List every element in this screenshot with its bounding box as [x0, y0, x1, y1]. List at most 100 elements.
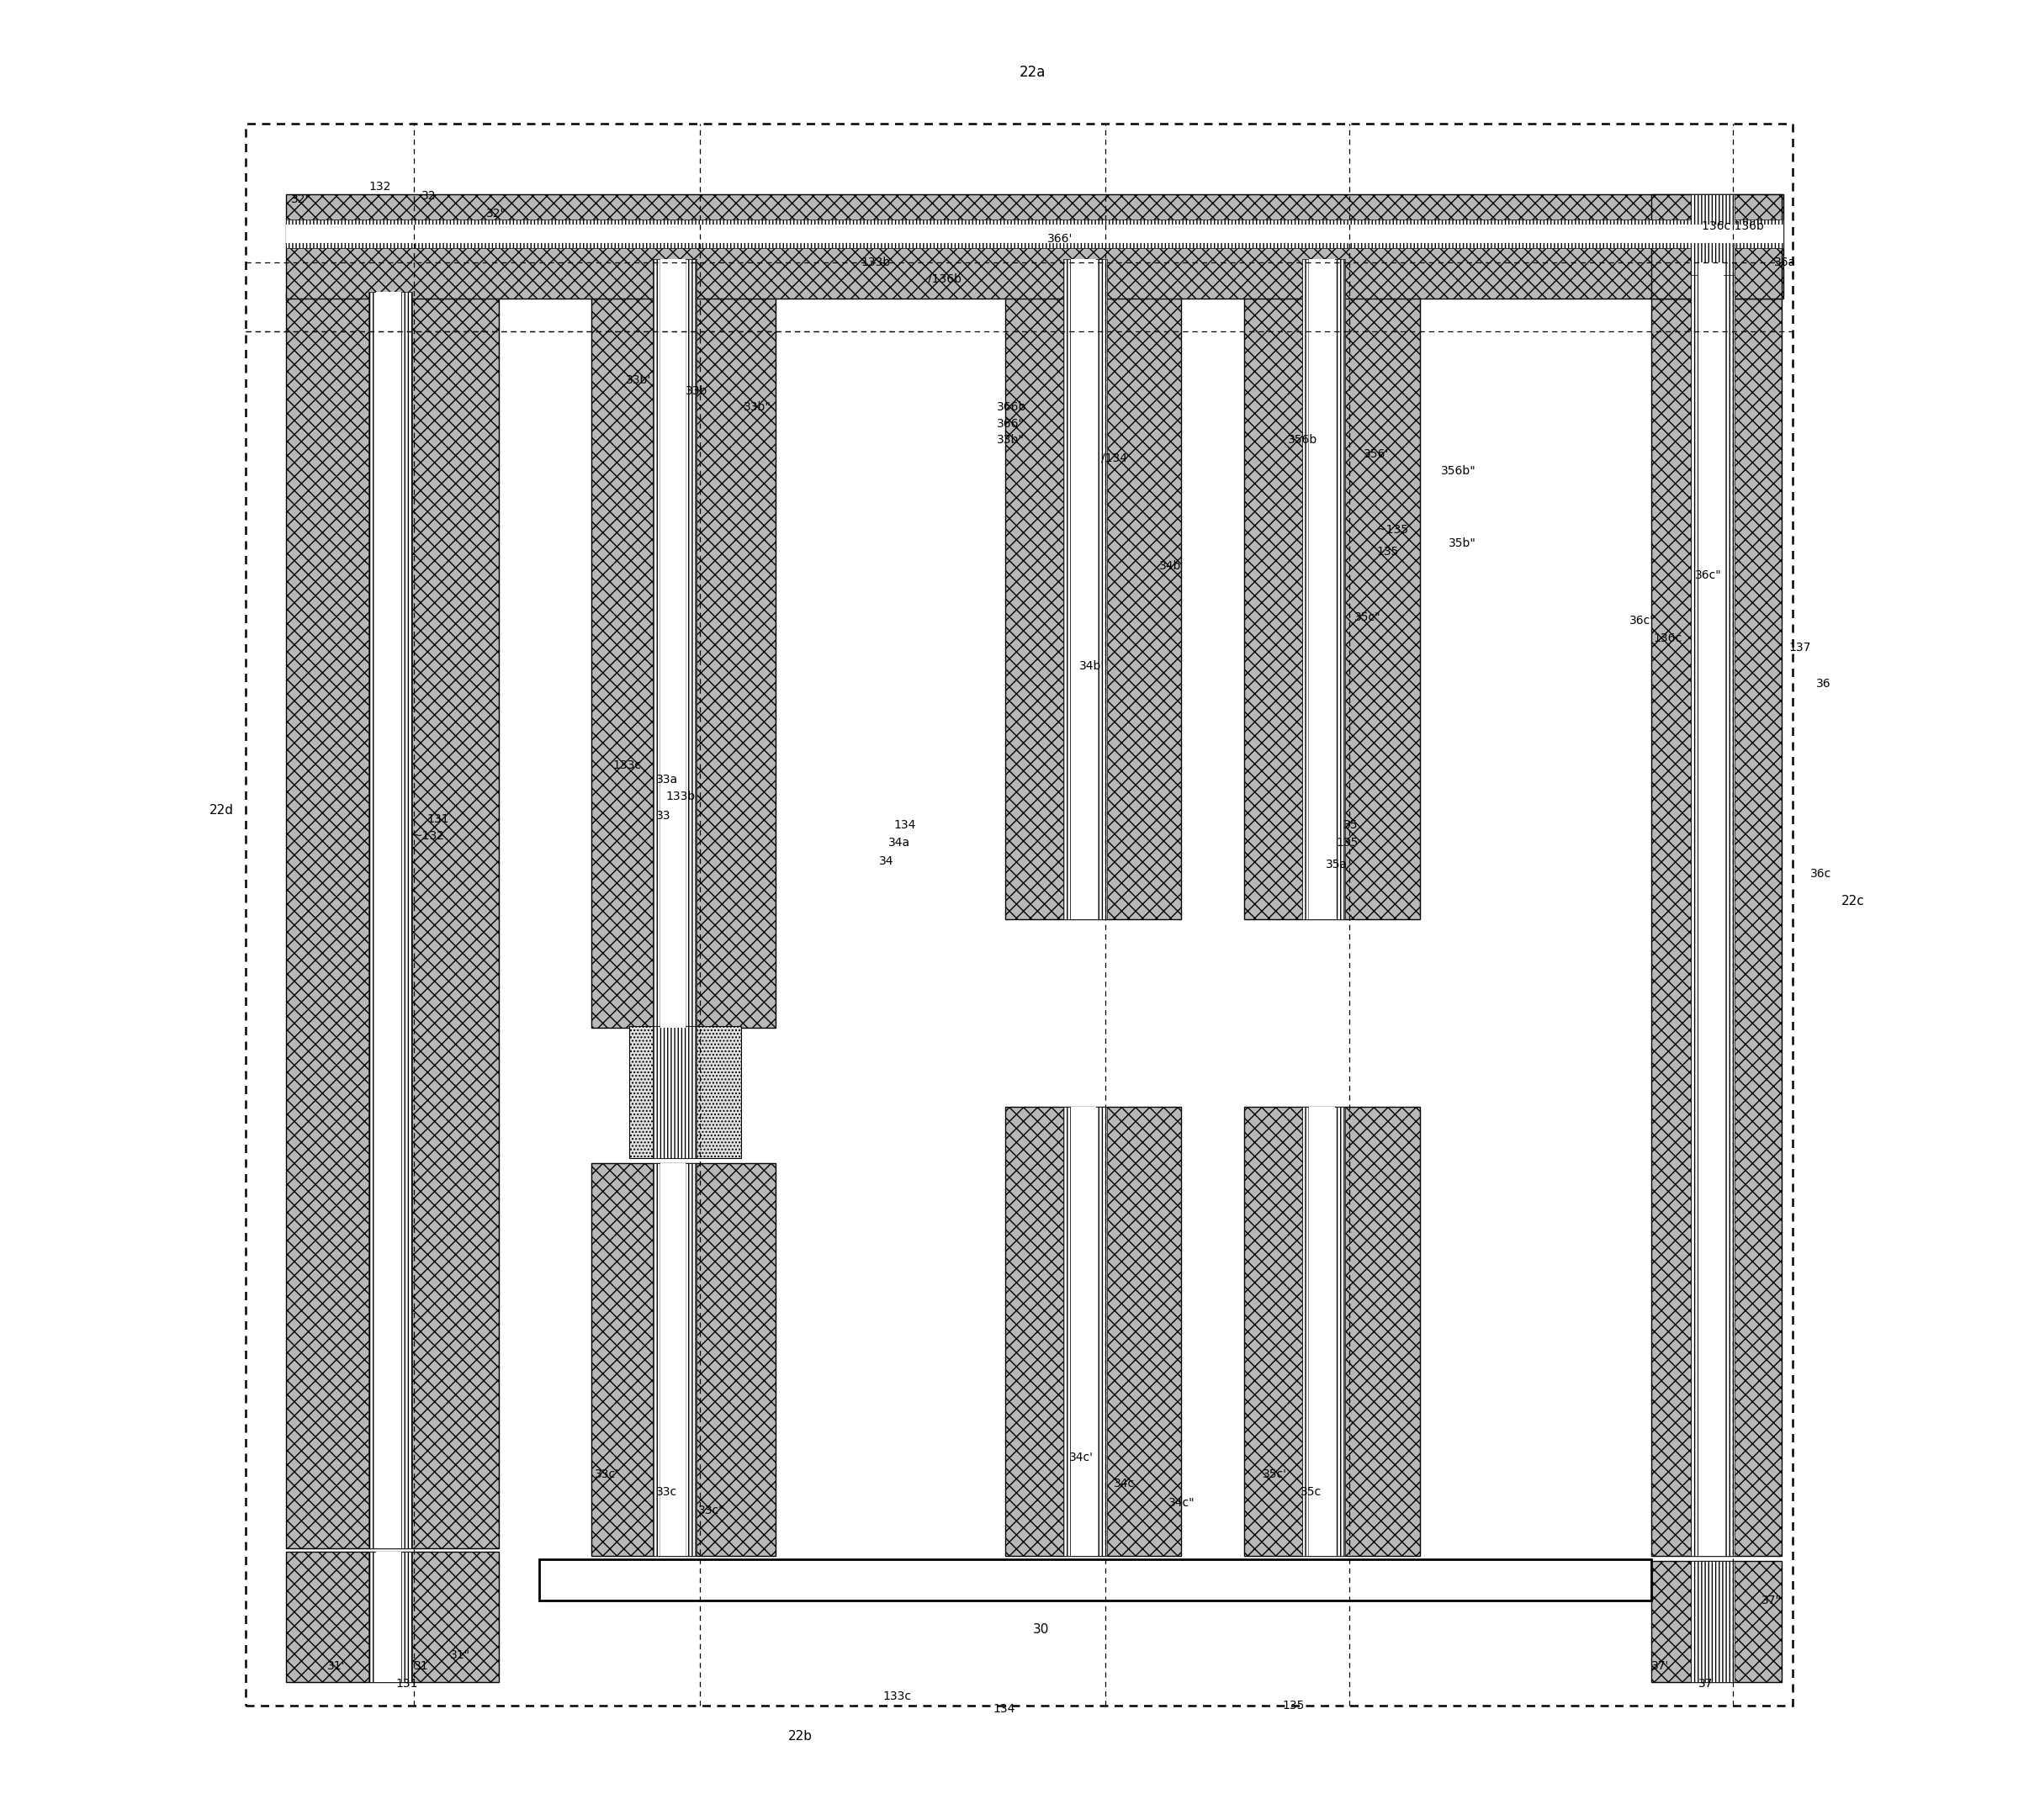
Text: 34: 34 — [879, 855, 893, 866]
Bar — [286, 224, 1783, 242]
Text: 34c': 34c' — [1069, 1452, 1094, 1463]
Text: ~132: ~132 — [412, 830, 444, 841]
Bar — [1244, 1107, 1420, 1556]
Text: 35c': 35c' — [1262, 1469, 1286, 1480]
Text: 34b': 34b' — [1079, 661, 1106, 672]
Text: 35b": 35b" — [1449, 537, 1477, 550]
Bar — [659, 1163, 686, 1556]
Text: 135: 135 — [1376, 546, 1398, 559]
Text: 33c': 33c' — [594, 1469, 619, 1480]
Text: 133b: 133b — [666, 790, 696, 803]
Bar — [1303, 1107, 1345, 1556]
Text: 36c': 36c' — [1629, 615, 1654, 626]
Bar — [653, 1026, 696, 1158]
Text: 135: 135 — [1282, 1700, 1305, 1711]
Text: 32': 32' — [290, 193, 308, 206]
Text: 133b: 133b — [860, 257, 891, 269]
Text: 33b": 33b" — [743, 402, 771, 413]
Text: 36c": 36c" — [1694, 570, 1721, 581]
Bar — [1244, 258, 1420, 919]
Text: 136c 136b: 136c 136b — [1702, 220, 1763, 233]
Text: 33b: 33b — [686, 386, 708, 397]
Text: 33b': 33b' — [625, 375, 651, 386]
Bar — [375, 291, 402, 1549]
Text: 33c": 33c" — [698, 1505, 724, 1516]
Text: 37': 37' — [1652, 1660, 1670, 1673]
Text: 22a: 22a — [1019, 66, 1045, 80]
Text: /136b: /136b — [927, 273, 962, 284]
Bar — [369, 1552, 412, 1682]
Text: 31: 31 — [414, 1660, 428, 1673]
Bar — [659, 258, 686, 1028]
Bar — [1690, 1562, 1735, 1682]
Text: 131: 131 — [396, 1678, 418, 1689]
Text: 134: 134 — [893, 819, 915, 832]
Text: 137: 137 — [1790, 642, 1810, 653]
Text: 134: 134 — [992, 1704, 1014, 1714]
Text: 34c: 34c — [1114, 1478, 1134, 1489]
Text: 356b": 356b" — [1441, 464, 1477, 477]
Bar — [1063, 1107, 1106, 1556]
Text: ~135: ~135 — [1376, 524, 1408, 537]
Text: 135: 135 — [1337, 837, 1359, 848]
Text: 33: 33 — [655, 810, 672, 823]
Text: 32": 32" — [487, 207, 507, 220]
Bar — [629, 1026, 741, 1158]
Text: 36: 36 — [1816, 679, 1830, 690]
Bar — [1698, 262, 1723, 1556]
Text: 33b": 33b" — [996, 433, 1025, 446]
Bar — [1071, 1107, 1096, 1556]
Bar — [1006, 1107, 1181, 1556]
Bar — [1006, 258, 1181, 919]
Text: 37: 37 — [1698, 1678, 1712, 1689]
Text: 366b: 366b — [996, 402, 1027, 413]
Bar — [286, 218, 1783, 248]
Text: 136c: 136c — [1654, 633, 1682, 644]
Bar — [653, 1163, 696, 1556]
Text: 35a: 35a — [1325, 859, 1347, 870]
Text: 34a: 34a — [889, 837, 909, 848]
Bar — [1652, 1562, 1781, 1682]
Text: 133c: 133c — [883, 1691, 911, 1702]
Bar — [1652, 262, 1781, 1556]
Text: 366": 366" — [996, 417, 1025, 430]
Text: 32: 32 — [422, 189, 436, 202]
Bar — [540, 1560, 1652, 1602]
Bar — [1071, 258, 1096, 919]
Text: 356b: 356b — [1288, 433, 1317, 446]
Text: /134: /134 — [1102, 451, 1128, 464]
Bar — [246, 124, 1792, 1705]
Text: 133c: 133c — [613, 759, 641, 772]
Bar — [1309, 1107, 1335, 1556]
Bar — [1652, 195, 1781, 298]
Bar — [1690, 262, 1735, 1556]
Bar — [590, 258, 775, 1028]
Text: 131: 131 — [426, 814, 448, 826]
Bar — [369, 291, 412, 1549]
Bar — [286, 195, 1783, 298]
Text: 356': 356' — [1363, 448, 1390, 460]
Text: 31': 31' — [327, 1660, 345, 1673]
Text: 36c: 36c — [1810, 868, 1832, 879]
Bar — [1690, 195, 1735, 275]
Text: 37": 37" — [1761, 1594, 1781, 1607]
Text: 33a: 33a — [655, 773, 678, 786]
Text: 34c": 34c" — [1169, 1498, 1195, 1509]
Bar — [1309, 258, 1335, 919]
Bar — [590, 1163, 775, 1556]
Text: 35c: 35c — [1301, 1487, 1321, 1498]
Text: 35: 35 — [1343, 819, 1357, 832]
Bar — [286, 291, 499, 1549]
Text: 33c: 33c — [655, 1487, 678, 1498]
Bar — [375, 1552, 402, 1682]
Bar — [653, 258, 696, 1028]
Bar — [1063, 258, 1106, 919]
Text: 36a: 36a — [1773, 257, 1796, 269]
Bar — [1303, 258, 1345, 919]
Text: 30: 30 — [1033, 1623, 1049, 1636]
Text: 34b: 34b — [1159, 561, 1181, 571]
Text: 22d: 22d — [209, 804, 233, 817]
Text: 22b: 22b — [789, 1731, 814, 1744]
Text: 35c": 35c" — [1355, 612, 1382, 622]
Text: 132: 132 — [369, 180, 392, 193]
